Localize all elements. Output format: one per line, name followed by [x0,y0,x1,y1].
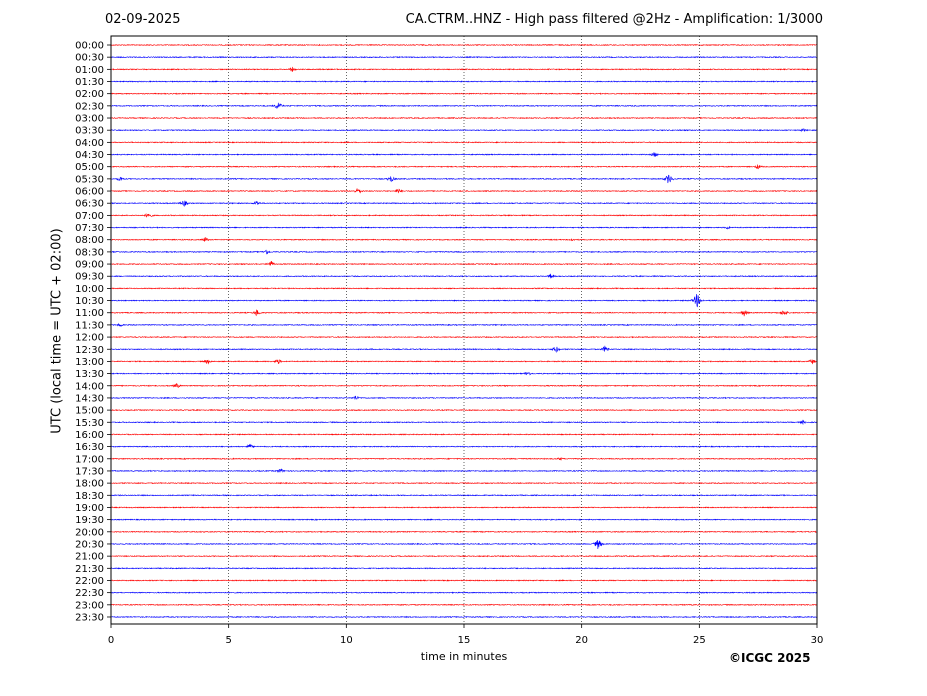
y-tick-label-1000: 10:00 [75,284,104,295]
y-tick-label-0430: 04:30 [75,150,104,161]
y-tick-label-0300: 03:00 [75,114,104,125]
x-tick-label-0: 0 [108,635,114,646]
y-tick-label-1630: 16:30 [75,442,104,453]
chart-title: CA.CTRM..HNZ - High pass filtered @2Hz -… [405,12,823,27]
y-tick-label-1800: 18:00 [75,479,104,490]
trace-1530 [110,419,818,426]
trace-0500 [110,164,818,170]
trace-0730 [110,225,818,230]
y-tick-label-0600: 06:00 [75,187,104,198]
y-tick-label-0200: 02:00 [75,89,104,100]
y-tick-label-0530: 05:30 [75,174,104,185]
y-tick-label-0800: 08:00 [75,235,104,246]
trace-0600 [110,188,818,194]
x-tick-label-20: 20 [575,635,588,646]
y-tick-label-0630: 06:30 [75,199,104,210]
trace-1300 [110,359,818,365]
y-tick-label-0030: 00:30 [75,53,104,64]
trace-1330 [110,371,818,376]
y-tick-label-0130: 01:30 [75,77,104,88]
x-tick-label-25: 25 [693,635,706,646]
trace-1500 [110,408,817,412]
y-tick-label-0900: 09:00 [75,260,104,271]
trace-2330 [110,615,818,619]
y-tick-label-1100: 11:00 [75,308,104,319]
y-tick-label-2330: 23:30 [75,612,104,623]
grid-group [228,36,700,624]
trace-2130 [110,567,818,570]
y-tick-label-1830: 18:30 [75,491,104,502]
y-tick-label-0500: 05:00 [75,162,104,173]
trace-0800 [110,237,818,242]
trace-1600 [110,433,818,436]
y-tick-label-1200: 12:00 [75,333,104,344]
y-tick-label-2100: 21:00 [75,552,104,563]
copyright-label: ©ICGC 2025 [729,651,811,665]
trace-1400 [110,382,818,388]
trace-0630 [110,200,818,207]
x-tick-label-30: 30 [811,635,824,646]
plot-frame [110,35,818,625]
y-tick-label-1130: 11:30 [75,320,104,331]
y-tick-label-0830: 08:30 [75,247,104,258]
y-tick-label-1330: 13:30 [75,369,104,380]
y-tick-label-1500: 15:00 [75,406,104,417]
trace-1230 [110,345,818,354]
y-tick-label-1030: 10:30 [75,296,104,307]
trace-0400 [110,141,818,144]
y-tick-label-0100: 01:00 [75,65,104,76]
trace-1700 [110,457,818,461]
y-tick-label-2000: 20:00 [75,527,104,538]
x-tick-label-10: 10 [340,635,353,646]
y-tick-label-1730: 17:30 [75,466,104,477]
y-tick-label-1530: 15:30 [75,418,104,429]
trace-2200 [110,579,818,582]
y-tick-label-0930: 09:30 [75,272,104,283]
y-tick-label-1900: 19:00 [75,503,104,514]
y-tick-label-1230: 12:30 [75,345,104,356]
x-axis-label: time in minutes [420,650,508,663]
y-tick-label-0400: 04:00 [75,138,104,149]
y-tick-label-0330: 03:30 [75,126,104,137]
x-tick-label-15: 15 [458,635,471,646]
y-tick-label-0700: 07:00 [75,211,104,222]
y-tick-label-2130: 21:30 [75,564,104,575]
y-tick-label-0000: 00:00 [75,41,104,52]
header-date: 02-09-2025 [105,12,181,27]
y-tick-label-1930: 19:30 [75,515,104,526]
y-tick-label-1600: 16:00 [75,430,104,441]
y-tick-label-1700: 17:00 [75,454,104,465]
trace-2230 [110,591,817,594]
trace-0230 [110,102,818,109]
y-tick-label-0730: 07:30 [75,223,104,234]
trace-1630 [110,443,817,449]
y-tick-label-1400: 14:00 [75,381,104,392]
trace-1430 [110,395,818,400]
y-tick-label-1430: 14:30 [75,393,104,404]
y-tick-label-2300: 23:00 [75,600,104,611]
x-tick-label-5: 5 [225,635,231,646]
y-tick-label-2230: 22:30 [75,588,104,599]
trace-2300 [110,603,818,607]
trace-0530 [110,174,818,184]
trace-0700 [110,212,817,218]
y-tick-label-2030: 20:30 [75,539,104,550]
trace-0430 [110,152,817,157]
trace-0930 [110,273,818,279]
y-tick-label-0230: 02:30 [75,101,104,112]
trace-2030 [110,540,818,550]
y-tick-label-1300: 13:00 [75,357,104,368]
y-tick-label-2200: 22:00 [75,576,104,587]
